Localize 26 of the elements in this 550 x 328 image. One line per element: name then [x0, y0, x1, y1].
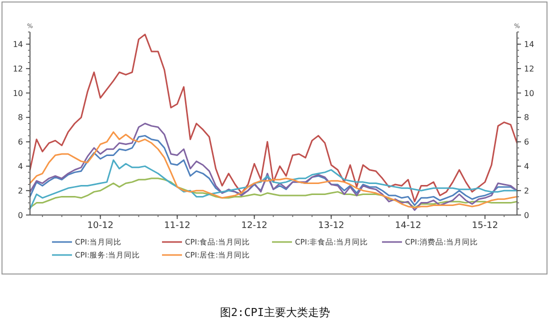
y2-tick-label: 12	[524, 64, 534, 74]
y-tick-label: 6	[18, 138, 23, 147]
y2-tick-label: 14	[524, 40, 534, 49]
y2-tick-label: 0	[524, 210, 530, 220]
y2-tick-label: 6	[524, 138, 530, 147]
y2-tick-label: 10	[524, 88, 534, 98]
x-tick-label: 11-12	[164, 221, 190, 231]
y-tick-label: 0	[18, 210, 23, 220]
y-tick-label: 12	[12, 64, 23, 74]
y-tick-label: 2	[18, 186, 23, 196]
line-series	[29, 159, 518, 210]
line-series	[29, 34, 518, 202]
y-tick-label: 8	[18, 113, 23, 122]
y-tick-label: 10	[12, 88, 23, 98]
y2-tick-label: 4	[524, 162, 530, 171]
x-tick-label: 14-12	[395, 221, 422, 231]
line-series	[29, 178, 518, 208]
x-tick-label: 12-12	[241, 221, 268, 231]
y2-tick-label: 2	[524, 186, 530, 196]
x-tick-label: 15-12	[472, 221, 498, 231]
x-tick-label: 10-12	[87, 221, 114, 231]
y2-tick-label: 8	[524, 113, 530, 122]
y-tick-label: 4	[18, 162, 23, 171]
text: 图2:CPI主要大类走势	[220, 306, 330, 319]
x-tick-label: 13-12	[318, 221, 344, 231]
y-tick-label: 14	[12, 40, 23, 49]
